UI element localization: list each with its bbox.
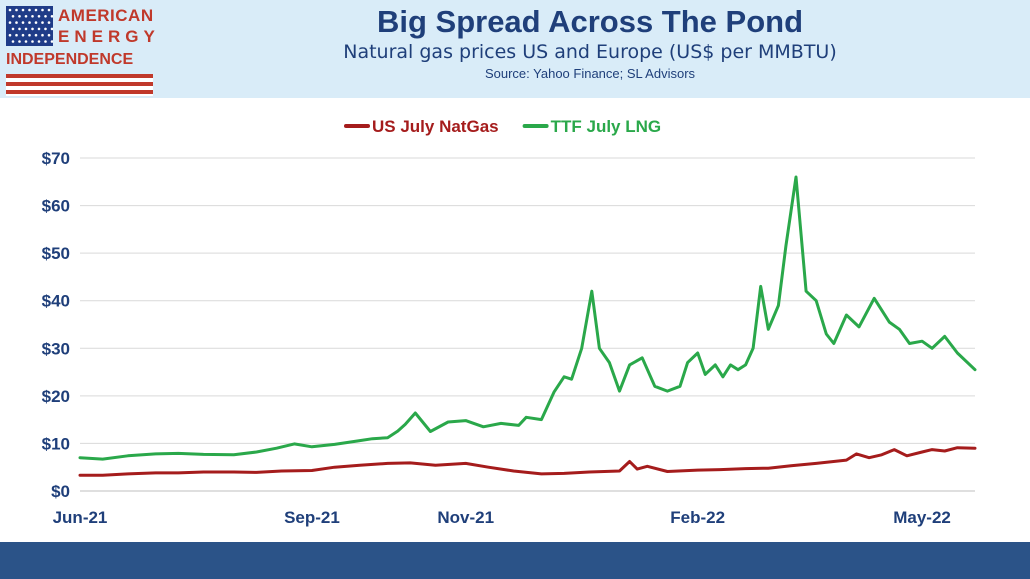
y-tick-label: $40 xyxy=(42,292,70,311)
x-tick-label: May-22 xyxy=(893,508,951,527)
legend-label: US July NatGas xyxy=(372,117,499,136)
flag-stripes-icon xyxy=(6,74,153,96)
source-note: Source: Yahoo Finance; SL Advisors xyxy=(484,66,696,81)
y-tick-label: $70 xyxy=(42,149,70,168)
footer-bar xyxy=(0,542,1030,579)
y-tick-label: $50 xyxy=(42,244,70,263)
series-line xyxy=(78,446,977,477)
brand-line-1: AMERICAN xyxy=(58,6,154,25)
y-tick-label: $60 xyxy=(42,197,70,216)
page-subtitle: Natural gas prices US and Europe (US$ pe… xyxy=(343,41,837,63)
page-title: Big Spread Across The Pond xyxy=(376,4,804,39)
x-tick-label: Sep-21 xyxy=(284,508,340,527)
x-tick-label: Feb-22 xyxy=(670,508,725,527)
x-tick-label: Jun-21 xyxy=(53,508,108,527)
brand-logo: AMERICAN ENERGY INDEPENDENCE xyxy=(6,6,155,96)
x-tick-label: Nov-21 xyxy=(437,508,494,527)
brand-line-3: INDEPENDENCE xyxy=(6,51,134,68)
price-line-chart: $0 $10 $20 $30 $40 $50 $60 $70 Jun-21 Sep-21 Nov-2… xyxy=(42,117,977,527)
brand-line-2: ENERGY xyxy=(58,27,160,46)
y-tick-label: $20 xyxy=(42,387,70,406)
legend-label: TTF July LNG xyxy=(551,117,662,136)
y-tick-label: $10 xyxy=(42,434,70,453)
series-line xyxy=(78,175,977,461)
y-tick-label: $0 xyxy=(51,482,70,501)
y-tick-label: $30 xyxy=(42,339,70,358)
header-banner: AMERICAN ENERGY INDEPENDENCE Big Spread … xyxy=(0,0,1030,98)
flag-icon xyxy=(6,6,53,46)
